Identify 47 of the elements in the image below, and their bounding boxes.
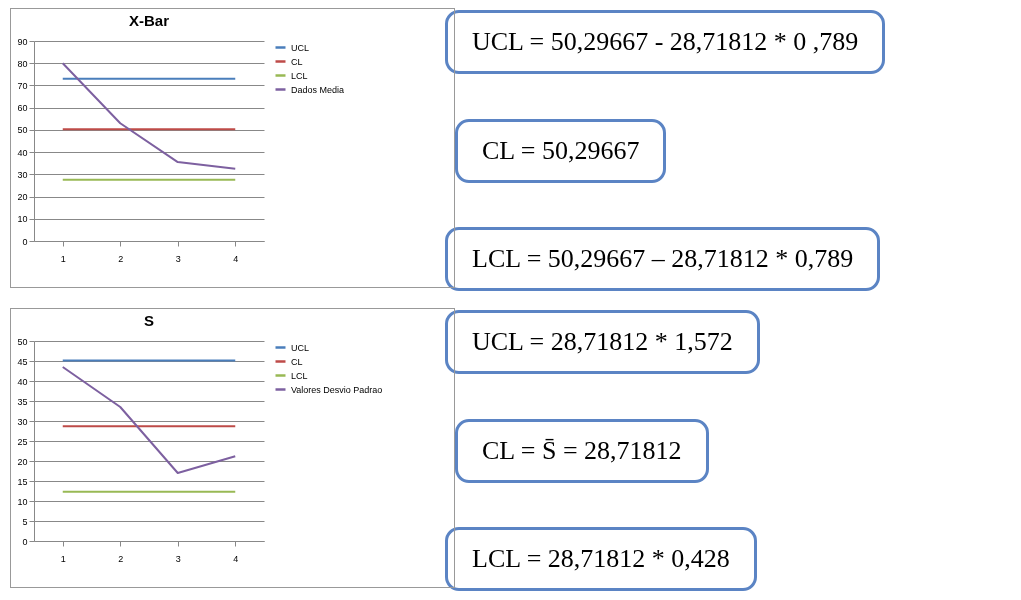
line-series [61, 366, 237, 474]
text: UCL = 50,29667 - 28,71812 * 0 ,789 [445, 10, 886, 74]
y-tick-label: 50 [17, 336, 28, 347]
y-tick-label: 30 [17, 169, 28, 180]
y-tick-label: 80 [17, 58, 28, 69]
legend-label: Valores Desvio Padrao [291, 384, 383, 395]
y-tick-label: 50 [17, 125, 28, 136]
x-tick-label: 3 [175, 253, 181, 264]
x-tick-label: 3 [175, 553, 181, 564]
text: UCL = 28,71812 * 1,572 [445, 310, 760, 374]
y-tick-label: 25 [17, 436, 28, 447]
y-tick-label: 10 [17, 496, 28, 507]
x-tick-label: 4 [233, 253, 239, 264]
legend-label: Dados Media [291, 84, 345, 95]
legend-label: UCL [291, 342, 310, 353]
x-tick-label: 2 [118, 253, 124, 264]
x-tick-label: 1 [60, 553, 66, 564]
y-tick-label: 20 [17, 456, 28, 467]
legend-label: CL [291, 56, 303, 67]
x-tick-label: 1 [60, 253, 66, 264]
y-tick-label: 20 [17, 192, 28, 203]
legend-label: CL [291, 356, 303, 367]
text: CL = 50,29667 [455, 118, 667, 183]
y-tick-label: 15 [17, 476, 28, 487]
y-tick-label: 40 [17, 376, 28, 387]
y-tick-label: 10 [17, 214, 28, 225]
x-tick-label: 4 [233, 553, 239, 564]
legend-label: UCL [291, 42, 310, 53]
y-tick-label: 0 [22, 236, 28, 247]
y-tick-label: 70 [17, 80, 28, 91]
text: CL = S̄ = 28,71812 [455, 418, 709, 483]
text: LCL = 50,29667 – 28,71812 * 0,789 [445, 227, 881, 291]
legend-label: LCL [291, 70, 308, 81]
y-tick-label: 40 [17, 147, 28, 158]
y-tick-label: 30 [17, 416, 28, 427]
y-tick-label: 0 [22, 536, 28, 547]
y-tick-label: 45 [17, 356, 28, 367]
x-tick-label: 2 [118, 553, 124, 564]
chart-title: S [143, 312, 155, 329]
chart-title: X-Bar [128, 12, 170, 29]
y-tick-label: 35 [17, 396, 28, 407]
text: LCL = 28,71812 * 0,428 [445, 527, 757, 591]
y-tick-label: 90 [17, 36, 28, 47]
y-tick-label: 60 [17, 103, 28, 114]
legend-label: LCL [291, 370, 308, 381]
y-tick-label: 5 [22, 516, 28, 527]
line-series [61, 62, 237, 170]
